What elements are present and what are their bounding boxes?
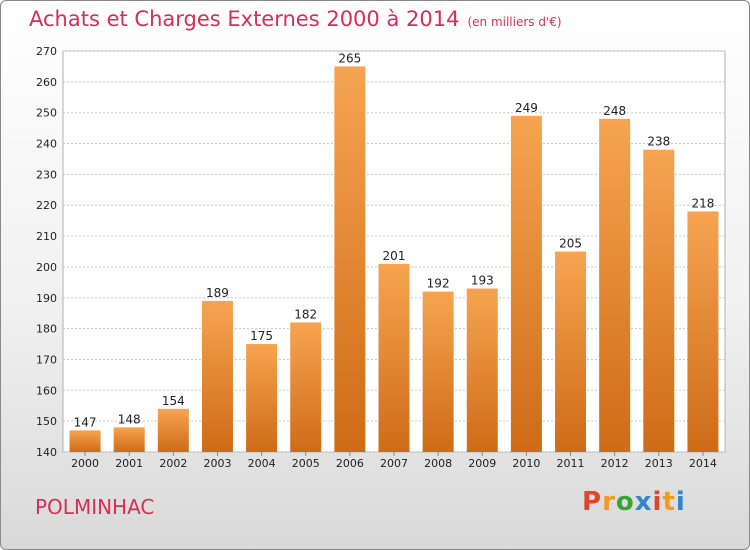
y-tick-label: 180 [36,323,57,336]
logo-letter: x [634,487,653,517]
y-axis-ticks: 140 150 160 170 180 190 200 210 220 230 240 250 260 2… [36,45,57,459]
x-tick-label: 2013 [645,457,673,470]
y-tick-label: 250 [36,107,57,120]
y-tick-label: 210 [36,230,57,243]
chart-title-main: Achats et Charges Externes 2000 à 2014 [29,7,460,31]
x-tick-label: 2006 [336,457,364,470]
value-label: 193 [471,274,494,288]
x-tick-label: 2007 [380,457,408,470]
chart-title: Achats et Charges Externes 2000 à 2014 (e… [29,7,562,31]
bar-2010 [510,115,542,453]
value-label: 148 [118,412,141,426]
y-tick-label: 200 [36,261,57,274]
bar-2000 [69,430,101,452]
bar-2009 [466,288,498,452]
bar-2014 [687,211,719,452]
bar-2011 [555,251,587,452]
x-tick-label: 2001 [115,457,143,470]
chart-title-unit: (en milliers d'€) [467,15,562,29]
y-tick-label: 170 [36,353,57,366]
x-tick-label: 2008 [424,457,452,470]
bar-2006 [334,66,366,452]
x-tick-label: 2005 [292,457,320,470]
bar-2007 [378,263,410,452]
x-tick-label: 2000 [71,457,99,470]
bar-2012 [599,118,631,452]
commune-name: POLMINHAC [35,495,155,519]
value-label: 192 [427,277,450,291]
x-tick-label: 2009 [468,457,496,470]
logo-letter: t [662,487,676,517]
bar-2008 [422,291,454,452]
value-label: 175 [250,329,273,343]
value-label: 201 [383,249,406,263]
y-tick-label: 190 [36,292,57,305]
x-tick-label: 2010 [512,457,540,470]
bars [69,66,719,453]
y-tick-label: 230 [36,168,57,181]
logo-letter: i [675,487,686,517]
bar-2005 [290,322,322,452]
x-tick-label: 2003 [203,457,231,470]
y-tick-label: 240 [36,138,57,151]
y-tick-label: 270 [36,45,57,58]
bar-2003 [201,300,233,452]
x-tick-label: 2011 [557,457,585,470]
bar-2004 [246,344,278,452]
y-tick-label: 260 [36,76,57,89]
y-tick-label: 140 [36,446,57,459]
logo-letter: r [602,487,616,517]
bar-2001 [113,427,145,452]
x-axis-ticks: 2000 2001 2002 2003 2004 2005 2006 2007 2008 2009… [71,452,717,470]
y-tick-label: 150 [36,415,57,428]
y-tick-label: 220 [36,199,57,212]
value-label: 248 [603,104,626,118]
value-label: 238 [647,135,670,149]
bar-2002 [157,408,189,452]
logo-letter: o [615,487,635,517]
logo-letter: P [582,487,603,517]
value-label: 189 [206,286,229,300]
value-label: 218 [691,196,714,210]
x-tick-label: 2012 [601,457,629,470]
x-tick-label: 2002 [159,457,187,470]
logo-letter: i [652,487,663,517]
value-labels: 147 148 154 189 175 182 265 201 192 193 249 205 248 2… [74,51,715,429]
proxiti-logo: Proxiti [582,487,686,517]
value-label: 249 [515,101,538,115]
value-label: 182 [294,307,317,321]
value-label: 154 [162,394,185,408]
value-label: 205 [559,237,582,251]
value-label: 265 [338,51,361,65]
value-label: 147 [74,415,97,429]
x-tick-label: 2014 [689,457,717,470]
y-tick-label: 160 [36,384,57,397]
bar-2013 [643,149,675,452]
x-tick-label: 2004 [248,457,276,470]
